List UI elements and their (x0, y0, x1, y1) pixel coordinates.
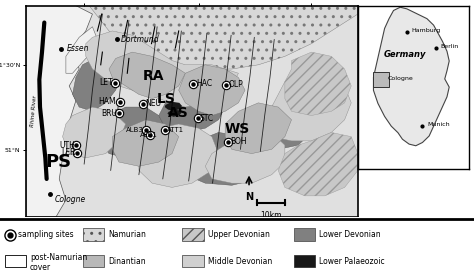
Polygon shape (205, 128, 285, 183)
Polygon shape (99, 107, 165, 158)
Polygon shape (86, 31, 238, 107)
Polygon shape (89, 6, 358, 69)
Text: Cologne: Cologne (388, 76, 414, 81)
Text: Germany: Germany (383, 50, 426, 59)
Bar (182, 255, 204, 267)
Polygon shape (139, 124, 219, 187)
Text: Dortmund: Dortmund (121, 35, 160, 44)
Polygon shape (109, 52, 185, 99)
Polygon shape (159, 94, 225, 132)
Text: Middle Devonian: Middle Devonian (208, 256, 272, 266)
Text: LET: LET (100, 78, 113, 87)
Text: Dinantian: Dinantian (108, 256, 146, 266)
Bar (294, 228, 315, 241)
Text: LER: LER (61, 148, 75, 157)
Text: STC: STC (200, 114, 214, 123)
Polygon shape (179, 65, 245, 116)
Text: Berlin: Berlin (440, 44, 458, 49)
Polygon shape (265, 69, 351, 141)
Polygon shape (63, 107, 126, 158)
Text: OLP: OLP (228, 80, 243, 89)
Bar (182, 228, 204, 241)
Text: sampling sites: sampling sites (18, 230, 73, 239)
Text: Lower Palaeozoic: Lower Palaeozoic (319, 256, 384, 266)
Text: post-Namurian: post-Namurian (30, 253, 87, 262)
Text: ALB3: ALB3 (126, 127, 144, 133)
Bar (294, 255, 315, 267)
Text: cover: cover (30, 263, 51, 272)
Polygon shape (179, 132, 272, 185)
Text: Upper Devonian: Upper Devonian (208, 230, 270, 239)
Text: AS: AS (168, 106, 189, 120)
Polygon shape (225, 103, 292, 153)
Bar (83, 228, 104, 241)
Text: LS: LS (156, 92, 175, 106)
Polygon shape (278, 132, 358, 196)
Bar (83, 255, 104, 267)
Text: Namurian: Namurian (108, 230, 146, 239)
Text: Rhine River: Rhine River (30, 95, 38, 127)
Text: N: N (245, 192, 253, 202)
Text: Hamburg: Hamburg (411, 27, 441, 32)
Text: HAM: HAM (98, 97, 116, 106)
Text: ATT1: ATT1 (167, 127, 184, 133)
Text: Munich: Munich (427, 122, 449, 127)
Text: Cologne: Cologne (55, 195, 86, 204)
Text: WS: WS (224, 122, 249, 136)
Polygon shape (73, 56, 122, 111)
Polygon shape (112, 120, 179, 166)
Polygon shape (26, 6, 92, 217)
Bar (5, 255, 26, 267)
Text: UTH: UTH (59, 141, 75, 150)
Text: BRU: BRU (101, 109, 117, 118)
Text: Lower Devonian: Lower Devonian (319, 230, 381, 239)
Text: Essen: Essen (67, 45, 90, 53)
Polygon shape (66, 27, 99, 73)
Polygon shape (285, 52, 351, 116)
Text: BOH: BOH (230, 137, 247, 146)
Text: NEU: NEU (145, 99, 161, 108)
Text: 10km: 10km (260, 211, 282, 220)
Polygon shape (374, 7, 449, 146)
Polygon shape (252, 99, 318, 149)
Text: ALB1: ALB1 (140, 132, 158, 138)
Text: RA: RA (143, 69, 164, 83)
Bar (374, 73, 389, 87)
Text: HAC: HAC (196, 79, 212, 88)
Text: PS: PS (46, 153, 72, 171)
Polygon shape (165, 102, 182, 111)
Polygon shape (167, 109, 182, 117)
